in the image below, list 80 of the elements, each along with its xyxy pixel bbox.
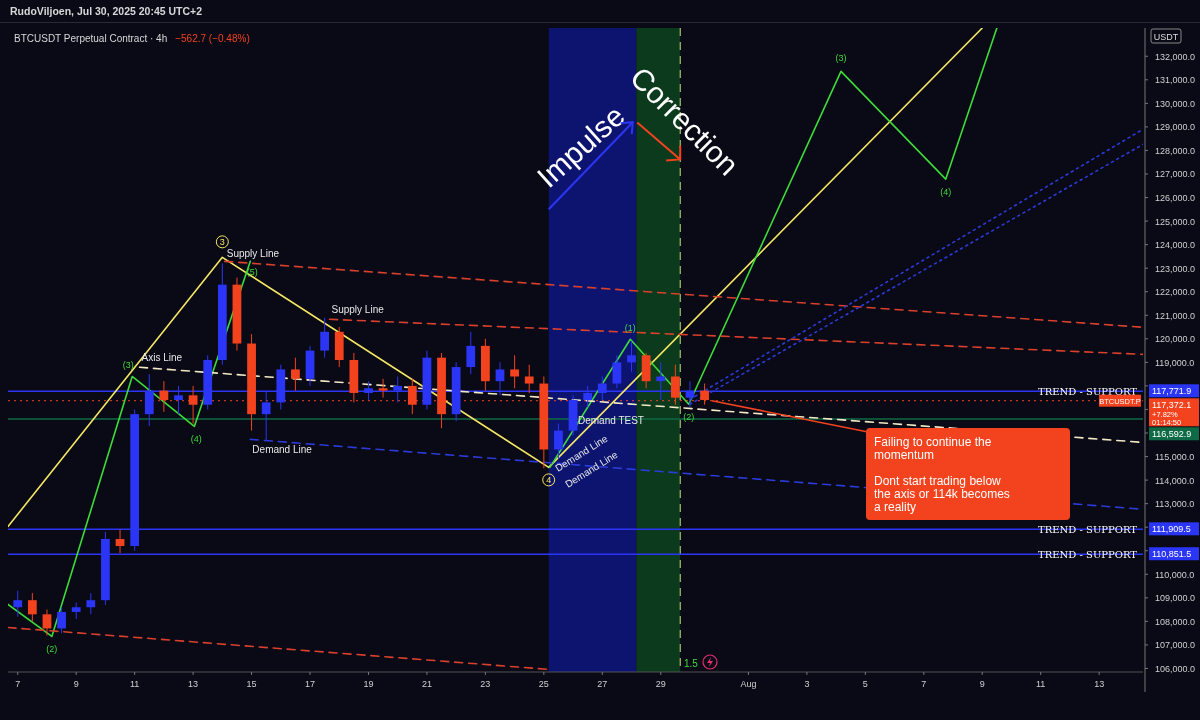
text: 117,372.1 — [1152, 400, 1192, 411]
x-tick-label: 11 — [129, 679, 140, 689]
y-tick-label: 126,000.0 — [1155, 193, 1196, 204]
x-tick-label: 7 — [921, 679, 927, 689]
y-tick-label: 114,000.0 — [1155, 475, 1195, 486]
x-tick-label: 5 — [862, 679, 868, 689]
y-tick-label: 123,000.0 — [1155, 263, 1196, 274]
x-tick-label: 3 — [804, 679, 810, 689]
x-tick-label: 15 — [246, 679, 257, 689]
y-tick-label: 121,000.0 — [1155, 310, 1196, 321]
y-tick-label: 132,000.0 — [1155, 51, 1196, 62]
y-tick-label: 122,000.0 — [1155, 287, 1196, 298]
candlestick — [42, 609, 52, 636]
annotation: Dont start trading below the axis or 114k becomes a reality — [874, 474, 1010, 514]
candlestick — [524, 364, 534, 394]
y-tick-label: 115,000.0 — [1155, 452, 1195, 463]
x-tick-label: 13 — [188, 679, 199, 689]
annotation: (3) — [122, 360, 134, 371]
annotation: (1) — [624, 323, 636, 334]
text: 110,851.5 — [1152, 549, 1192, 560]
y-tick-label: 130,000.0 — [1155, 98, 1196, 109]
y-tick-label: 109,000.0 — [1155, 593, 1196, 604]
x-tick-label: 25 — [538, 679, 549, 689]
y-tick-label: 108,000.0 — [1155, 616, 1196, 627]
candlestick — [86, 592, 96, 615]
y-tick-label: 106,000.0 — [1155, 663, 1196, 674]
annotation: (2) — [46, 644, 58, 655]
y-tick-label: 129,000.0 — [1155, 122, 1196, 133]
text: USDT — [1153, 31, 1179, 42]
text: −562.7 (−0.48%) — [175, 33, 250, 44]
candlestick — [612, 354, 622, 389]
candlestick — [466, 331, 476, 375]
series-label: Supply Line — [226, 248, 280, 260]
x-tick-label: 9 — [73, 679, 79, 689]
candlestick — [27, 592, 37, 622]
x-tick-label: 21 — [421, 679, 432, 689]
y-tick-label: 127,000.0 — [1155, 169, 1196, 180]
candlestick — [13, 590, 23, 618]
y-tick-label: 107,000.0 — [1155, 640, 1196, 651]
candlestick — [627, 340, 636, 373]
y-tick-label: 110,000.0 — [1155, 569, 1195, 580]
x-tick-label: 29 — [655, 679, 666, 689]
y-tick-label: 128,000.0 — [1155, 145, 1196, 156]
x-tick-label: 7 — [15, 679, 21, 689]
annotation: (4) — [190, 434, 202, 445]
y-tick-label: 131,000.0 — [1155, 75, 1196, 86]
x-tick-label: 23 — [480, 679, 491, 689]
candlestick — [378, 378, 388, 399]
annotation: (4) — [940, 187, 952, 198]
text: RudoViljoen, Jul 30, 2025 20:45 UTC+2 — [10, 5, 203, 17]
annotation: 4 — [546, 475, 552, 486]
x-tick-label: Aug — [740, 679, 757, 689]
candlestick — [510, 354, 519, 389]
x-tick-label: 27 — [597, 679, 608, 689]
x-tick-label: 19 — [363, 679, 374, 689]
text: BTCUSDT Perpetual Contract · 4h — [14, 33, 168, 44]
x-tick-label: 9 — [979, 679, 985, 689]
y-tick-label: 113,000.0 — [1155, 499, 1195, 510]
series-label: Supply Line — [331, 304, 385, 316]
series-label: Axis Line — [141, 352, 183, 364]
annotation: 1.5 — [684, 658, 699, 669]
series-label: Demand Line — [252, 444, 313, 456]
text: 117,771.9 — [1152, 386, 1192, 397]
y-tick-label: 124,000.0 — [1155, 240, 1196, 251]
annotation: (2) — [683, 412, 695, 423]
x-tick-label: 11 — [1036, 679, 1046, 689]
candlestick — [291, 357, 300, 392]
candlestick — [115, 529, 125, 554]
candlestick — [57, 606, 66, 634]
annotation: (3) — [835, 53, 847, 64]
text: 111,909.5 — [1152, 524, 1191, 535]
y-tick-label: 125,000.0 — [1155, 216, 1196, 227]
text: 116,592.9 — [1152, 429, 1192, 440]
x-tick-label: 17 — [305, 679, 316, 689]
x-tick-label: 13 — [1094, 679, 1105, 689]
annotation: Failing to continue the momentum — [874, 435, 992, 462]
candlestick — [320, 317, 330, 359]
y-tick-label: 119,000.0 — [1155, 357, 1195, 368]
y-tick-label: 120,000.0 — [1155, 334, 1196, 345]
annotation: 3 — [219, 237, 225, 248]
